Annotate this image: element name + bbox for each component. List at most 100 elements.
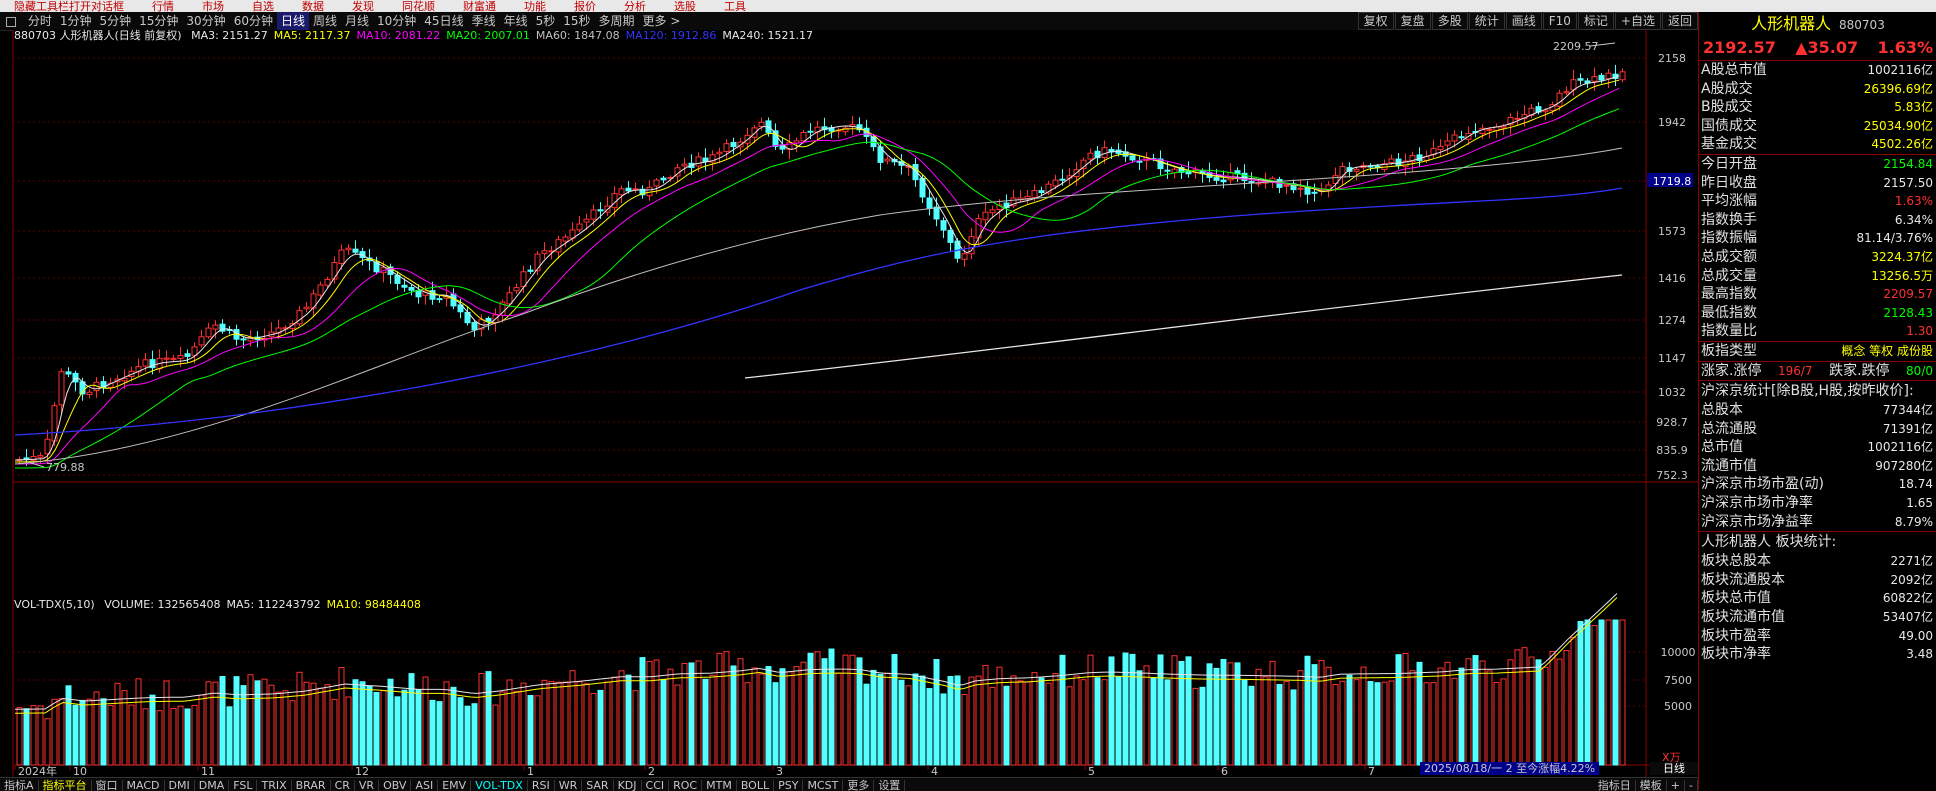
- period-tab[interactable]: 日线: [276, 12, 309, 30]
- period-tab[interactable]: 分时: [27, 14, 52, 28]
- volume-bar: [16, 707, 23, 766]
- candle-body: [940, 220, 947, 231]
- ma-legend-item: MA60: 1847.08: [535, 29, 620, 42]
- period-tab[interactable]: 周线: [312, 14, 337, 28]
- indicator-tab[interactable]: ROC: [669, 780, 703, 791]
- top-menu-bar: 隐藏工具栏打开对话框 行情 市场 自选 数据 发现 同花顺 财富通 功能 报价 分析 选股 工具: [0, 0, 1936, 12]
- top-menu-item[interactable]: 数据: [302, 0, 324, 12]
- candle-body: [1507, 116, 1514, 126]
- top-menu-item[interactable]: 功能: [524, 0, 546, 12]
- layout-toggle-icon[interactable]: [6, 16, 16, 27]
- period-tab[interactable]: 5分钟: [99, 14, 132, 28]
- tool-button[interactable]: +自选: [1614, 12, 1661, 30]
- top-menu-item[interactable]: 同花顺: [402, 0, 435, 12]
- indicator-tab[interactable]: EMV: [438, 780, 472, 791]
- candle-body: [639, 188, 646, 196]
- tool-button[interactable]: 复权: [1357, 12, 1394, 30]
- top-menu-item[interactable]: 分析: [624, 0, 646, 12]
- indicator-tab[interactable]: VOL-TDX: [471, 780, 528, 791]
- period-tab[interactable]: 更多 >: [642, 14, 681, 28]
- candle-body: [1136, 160, 1143, 163]
- indicator-tab[interactable]: 更多: [843, 780, 875, 791]
- period-tab[interactable]: 月线: [345, 14, 370, 28]
- indicator-tab[interactable]: DMI: [165, 780, 195, 791]
- type-value[interactable]: 概念 等权 成份股: [1841, 343, 1933, 358]
- bottom-right-tabs: 指标日 模板 + -: [1594, 778, 1698, 791]
- indicator-tab[interactable]: WR: [555, 780, 583, 791]
- template-tab[interactable]: +: [1667, 780, 1686, 791]
- volume-bar: [1255, 668, 1262, 766]
- volume-bar: [835, 672, 842, 766]
- volume-bar: [121, 690, 128, 766]
- indicator-tab[interactable]: PSY: [774, 780, 804, 791]
- indicator-tab[interactable]: MTM: [702, 780, 737, 791]
- tool-button[interactable]: 返回: [1661, 12, 1698, 30]
- indicator-tab[interactable]: FSL: [229, 780, 258, 791]
- volume-bar: [1549, 650, 1556, 766]
- indicator-tab[interactable]: CR: [331, 780, 355, 791]
- volume-bar: [562, 681, 569, 766]
- period-tab[interactable]: 15分钟: [139, 14, 179, 28]
- period-tab[interactable]: 季线: [471, 14, 496, 28]
- period-badge[interactable]: 日线: [1650, 762, 1698, 775]
- indicator-tab[interactable]: BOLL: [737, 780, 775, 791]
- top-menu-item[interactable]: 报价: [574, 0, 596, 12]
- indicator-tab[interactable]: 指标A: [0, 780, 39, 791]
- volume-bar: [1213, 667, 1220, 766]
- tool-button[interactable]: 多股: [1431, 12, 1468, 30]
- top-menu-item[interactable]: 发现: [352, 0, 374, 12]
- top-menu-item[interactable]: 工具: [724, 0, 746, 12]
- top-menu-item[interactable]: 自选: [252, 0, 274, 12]
- type-label: 板指类型: [1701, 342, 1757, 359]
- volume-bar: [1297, 670, 1304, 766]
- period-tab[interactable]: 1分钟: [59, 14, 92, 28]
- indicator-tab[interactable]: TRIX: [257, 780, 292, 791]
- period-tab[interactable]: 30分钟: [186, 14, 226, 28]
- indicator-tab[interactable]: BRAR: [292, 780, 331, 791]
- ma-legend-item: MA20: 2007.01: [446, 29, 530, 42]
- indicator-tab[interactable]: ASI: [411, 780, 439, 791]
- period-tab[interactable]: 10分钟: [377, 14, 417, 28]
- volume-bar: [1521, 647, 1528, 766]
- top-menu-item[interactable]: 隐藏工具栏打开对话框: [14, 0, 124, 12]
- indicator-tab[interactable]: CCI: [642, 780, 670, 791]
- period-tab[interactable]: 45日线: [424, 14, 464, 28]
- period-tab[interactable]: 60分钟: [233, 14, 273, 28]
- period-tab[interactable]: 年线: [503, 14, 528, 28]
- tool-button[interactable]: 复盘: [1394, 12, 1431, 30]
- kline-chart[interactable]: 215819421719.815731416127411471032928.78…: [0, 30, 1698, 777]
- period-tab[interactable]: 多周期: [598, 14, 635, 28]
- indicator-tab[interactable]: 指标平台: [39, 780, 92, 791]
- panel-row: 总流通股 71391亿: [1699, 420, 1936, 439]
- candle-body: [884, 158, 891, 162]
- indicator-tab[interactable]: 窗口: [92, 780, 123, 791]
- top-menu-item[interactable]: 财富通: [463, 0, 496, 12]
- top-menu-item[interactable]: 市场: [202, 0, 224, 12]
- template-tab[interactable]: 模板: [1636, 780, 1667, 791]
- period-tab[interactable]: 15秒: [563, 14, 591, 28]
- tool-button[interactable]: 标记: [1577, 12, 1614, 30]
- indicator-tab[interactable]: SAR: [582, 780, 614, 791]
- top-menu-item[interactable]: 行情: [152, 0, 174, 12]
- indicator-tab[interactable]: KDJ: [614, 780, 642, 791]
- indicator-tab[interactable]: VR: [355, 780, 380, 791]
- template-tab[interactable]: -: [1685, 780, 1698, 791]
- panel-row-label: 沪深京市场市净率: [1701, 495, 1813, 512]
- block-title: 人形机器人 板块统计:: [1701, 534, 1837, 551]
- indicator-tab[interactable]: OBV: [379, 780, 412, 791]
- volume-bar: [1234, 662, 1241, 766]
- price-row: 2192.57 ▲35.07 1.63%: [1699, 36, 1936, 61]
- top-menu-item[interactable]: 选股: [674, 0, 696, 12]
- candle-body: [1241, 172, 1248, 182]
- indicator-tab[interactable]: MACD: [123, 780, 165, 791]
- period-tab[interactable]: 5秒: [535, 14, 556, 28]
- indicator-tab[interactable]: RSI: [528, 780, 555, 791]
- tool-button[interactable]: 统计: [1468, 12, 1505, 30]
- indicator-tab[interactable]: 设置: [874, 780, 906, 791]
- tool-button[interactable]: 画线: [1505, 12, 1542, 30]
- volume-bar: [394, 696, 401, 766]
- tool-button[interactable]: F10: [1542, 12, 1577, 30]
- template-tab[interactable]: 指标日: [1594, 780, 1636, 791]
- indicator-tab[interactable]: MCST: [803, 780, 844, 791]
- indicator-tab[interactable]: DMA: [195, 780, 230, 791]
